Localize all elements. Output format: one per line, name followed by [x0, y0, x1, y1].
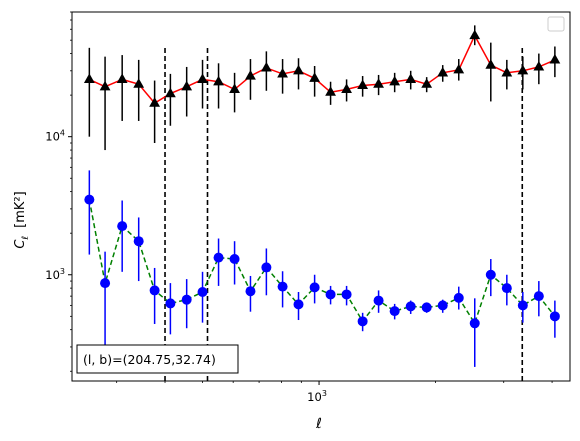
- y-axis-unit: [mK²]: [13, 191, 28, 228]
- series-1-point: [293, 64, 304, 75]
- series-1-point: [260, 61, 272, 72]
- series-1-point: [549, 53, 561, 64]
- series-1-point: [325, 86, 336, 96]
- data-layer: [83, 25, 561, 381]
- series-1-point: [357, 79, 369, 90]
- series-1-point: [501, 66, 513, 77]
- series-2-point: [277, 281, 288, 292]
- series-2-point: [405, 301, 416, 312]
- series-1-point: [116, 73, 128, 83]
- series-1-point: [83, 73, 95, 83]
- series-1-point: [99, 80, 111, 91]
- x-axis-label: ℓ: [315, 416, 322, 432]
- legend-box: [547, 16, 565, 32]
- series-2-point: [229, 254, 240, 265]
- series-2-point: [149, 285, 160, 296]
- y-tick-label: 104: [45, 129, 65, 144]
- series-2-point: [100, 278, 111, 289]
- series-1-point: [469, 29, 481, 40]
- series-2-point: [469, 318, 480, 329]
- plot-frame: [71, 11, 571, 382]
- series-1-point: [373, 78, 384, 88]
- annotation-text: (l, b)=(204.75,32.74): [83, 352, 216, 367]
- series-2-point: [197, 287, 208, 298]
- series-2-point: [421, 302, 432, 313]
- series-2-point: [325, 289, 336, 300]
- series-1-point: [517, 64, 529, 75]
- series-2-point: [517, 300, 528, 311]
- series-1-point: [405, 73, 417, 83]
- series-2-point: [501, 283, 512, 294]
- series-1-point: [533, 60, 545, 71]
- series-2-point: [357, 316, 368, 327]
- series-1-point: [453, 63, 465, 74]
- series-1-point: [309, 72, 321, 82]
- y-axis-label: Cℓ [mK²]: [13, 191, 31, 248]
- y-tick-label: 103: [45, 267, 65, 282]
- series-1-point: [485, 59, 497, 69]
- series-2-point: [309, 282, 320, 293]
- series-2-point: [485, 269, 496, 280]
- series-2-point: [261, 262, 272, 273]
- series-2-point: [245, 286, 256, 297]
- series-2-point: [437, 300, 448, 311]
- series-2-point: [549, 311, 560, 322]
- series-1-point: [229, 83, 240, 94]
- series-1-point: [197, 73, 208, 83]
- y-axis-symbol: C: [13, 239, 28, 249]
- series-1-point: [437, 66, 449, 77]
- series-2-point: [373, 295, 384, 306]
- series-2-point: [341, 289, 352, 300]
- series-2-point: [453, 292, 464, 303]
- series-2-point: [165, 298, 176, 309]
- series-1-point: [164, 87, 176, 98]
- x-tick-label: 103: [307, 389, 327, 404]
- series-2-point: [84, 194, 95, 205]
- series-1-point: [245, 70, 256, 80]
- series-1-point: [389, 75, 401, 86]
- series-1-point: [341, 83, 352, 94]
- series-2-point: [181, 294, 192, 305]
- series-1-point: [421, 78, 433, 88]
- series-2-point: [213, 252, 224, 263]
- series-1-point: [213, 75, 224, 86]
- series-1-point: [277, 67, 288, 78]
- series-1-point: [149, 97, 161, 107]
- y-axis-subscript: ℓ: [21, 236, 31, 241]
- series-2-point: [117, 221, 128, 232]
- series-1-point: [181, 80, 193, 91]
- series-2-point: [389, 306, 400, 317]
- series-1-point: [133, 78, 145, 88]
- annotation-box: (l, b)=(204.75,32.74): [76, 344, 239, 374]
- series-2-point: [293, 299, 304, 310]
- series-2-point: [533, 291, 544, 302]
- series-2-point: [133, 236, 144, 247]
